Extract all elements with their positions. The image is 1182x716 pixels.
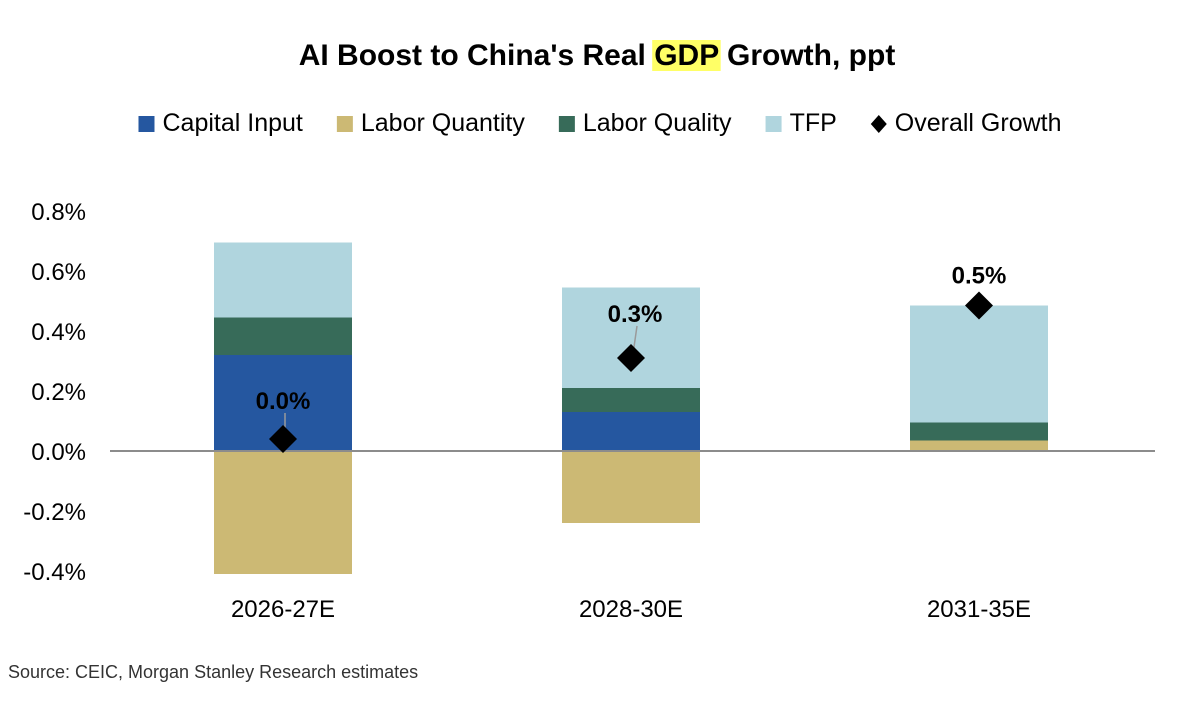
bar-tfp-2026-27e xyxy=(214,242,352,318)
bars xyxy=(214,242,1048,574)
legend-label: TFP xyxy=(790,109,837,137)
title-text-after: Growth, ppt xyxy=(719,39,896,72)
x-tick-label: 2031-35E xyxy=(927,596,1031,623)
source-note: Source: CEIC, Morgan Stanley Research es… xyxy=(8,662,418,682)
bar-labor-quality-2026-27e xyxy=(214,317,352,355)
y-tick-label: 0.4% xyxy=(31,319,86,346)
legend: Capital Input Labor Quantity Labor Quality… xyxy=(138,109,1062,137)
legend-label: Capital Input xyxy=(162,109,302,137)
bar-tfp-2031-35e xyxy=(910,305,1048,423)
legend-swatch xyxy=(870,115,887,133)
overall-growth-markers: 0.0% 0.3% 0.5% xyxy=(256,263,1007,453)
y-tick-label: -0.2% xyxy=(23,499,86,526)
legend-item-tfp: TFP xyxy=(765,109,837,137)
legend-label: Labor Quality xyxy=(583,109,732,137)
overall-growth-marker xyxy=(269,425,297,453)
y-tick-label: 0.2% xyxy=(31,379,86,406)
legend-label: Labor Quantity xyxy=(361,109,525,137)
bar-labor-quantity-2028-30e xyxy=(562,451,700,523)
x-tick-label: 2026-27E xyxy=(231,596,335,623)
bar-labor-quantity-2031-35e xyxy=(910,440,1048,451)
legend-swatch xyxy=(765,116,782,132)
y-tick-label: 0.6% xyxy=(31,259,86,286)
y-axis: -0.4% -0.2% 0.0% 0.2% 0.4% 0.6% 0.8% xyxy=(23,199,86,586)
legend-swatch xyxy=(336,116,353,132)
chart-title: AI Boost to China's Real GDP Growth, ppt xyxy=(299,39,896,72)
x-axis: 2026-27E 2028-30E 2031-35E xyxy=(231,596,1031,623)
overall-growth-label: 0.0% xyxy=(256,388,311,415)
legend-item-overall-growth: Overall Growth xyxy=(870,109,1062,137)
bar-labor-quality-2028-30e xyxy=(562,388,700,412)
legend-label: Overall Growth xyxy=(895,109,1062,137)
legend-item-labor-quality: Labor Quality xyxy=(558,109,732,137)
overall-growth-marker xyxy=(617,344,645,372)
overall-growth-marker xyxy=(965,291,993,320)
legend-item-labor-quantity: Labor Quantity xyxy=(336,109,525,137)
y-tick-label: 0.0% xyxy=(31,439,86,466)
title-highlight xyxy=(652,40,721,71)
legend-swatch xyxy=(558,116,575,132)
bar-labor-quality-2031-35e xyxy=(910,422,1048,441)
overall-growth-label: 0.5% xyxy=(952,263,1007,290)
overall-growth-label: 0.3% xyxy=(608,301,663,328)
title-text-before: AI Boost to China's Real xyxy=(299,39,655,72)
bar-capital-input-2028-30e xyxy=(562,412,700,451)
y-tick-label: 0.8% xyxy=(31,199,86,226)
legend-item-capital-input: Capital Input xyxy=(138,109,303,137)
y-tick-label: -0.4% xyxy=(23,559,86,586)
legend-swatch xyxy=(138,116,155,132)
x-tick-label: 2028-30E xyxy=(579,596,683,623)
bar-labor-quantity-2026-27e xyxy=(214,451,352,574)
title-text-highlight: GDP xyxy=(654,39,718,72)
